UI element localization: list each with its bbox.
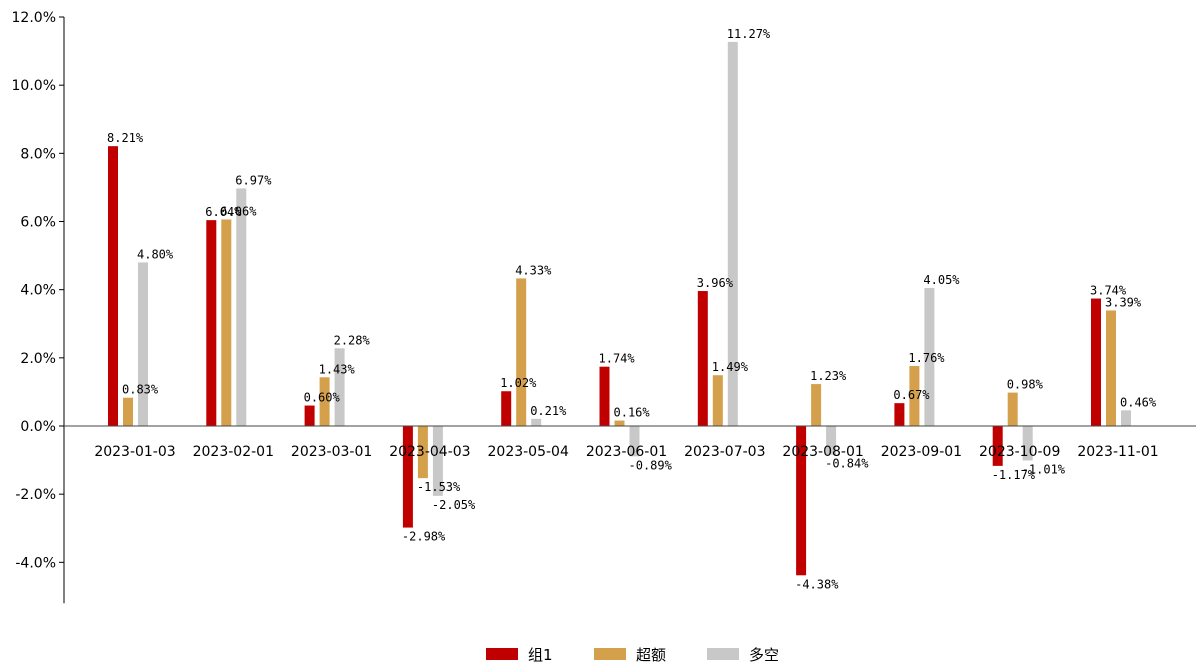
bar-1 — [304, 405, 315, 426]
bar-1 — [894, 403, 905, 426]
data-label: 0.46% — [1120, 395, 1157, 409]
data-label: 2.28% — [334, 333, 371, 347]
y-tick-label: 12.0% — [12, 10, 56, 26]
y-tick-label: 0.0% — [20, 419, 56, 435]
y-tick-label: -4.0% — [15, 555, 56, 571]
data-label: 1.49% — [712, 360, 749, 374]
x-tick-label: 2023-10-09 — [979, 444, 1060, 460]
bar-3 — [629, 426, 640, 457]
y-tick-label: 6.0% — [20, 215, 56, 231]
bar-2 — [123, 397, 133, 426]
y-tick-label: 10.0% — [12, 78, 56, 94]
x-tick-label: 2023-11-01 — [1077, 444, 1158, 460]
data-label: -1.17% — [992, 468, 1036, 482]
bar-2 — [712, 375, 723, 426]
bar-1 — [206, 220, 217, 426]
x-tick-label: 2023-07-03 — [684, 444, 765, 460]
bar-2 — [319, 377, 330, 426]
data-label: 6.04% — [205, 205, 242, 219]
data-label: 0.16% — [614, 406, 651, 420]
data-label: -1.53% — [417, 480, 461, 494]
bar-1 — [599, 366, 610, 426]
x-tick-label: 2023-01-03 — [94, 444, 175, 460]
x-tick-label: 2023-06-01 — [586, 444, 667, 460]
data-label: -0.84% — [825, 457, 869, 471]
data-label: 0.98% — [1007, 378, 1044, 392]
data-label: -4.38% — [795, 577, 839, 591]
x-tick-label: 2023-09-01 — [881, 444, 962, 460]
bar-1 — [501, 391, 512, 426]
x-tick-label: 2023-02-01 — [193, 444, 274, 460]
bar-3 — [236, 188, 247, 426]
data-label: 1.43% — [319, 362, 356, 376]
legend-label: 组1 — [528, 646, 553, 664]
data-label: 4.80% — [137, 247, 174, 261]
data-label: 1.02% — [500, 376, 537, 390]
data-label: 1.76% — [908, 351, 945, 365]
data-label: 11.27% — [727, 27, 771, 41]
bar-1 — [402, 426, 413, 528]
bar-2 — [811, 384, 822, 426]
x-tick-label: 2023-04-03 — [389, 444, 470, 460]
data-label: 4.05% — [923, 273, 960, 287]
y-tick-label: 4.0% — [20, 283, 56, 299]
data-label: 1.74% — [599, 352, 636, 366]
bar-3 — [531, 418, 542, 426]
data-label: 4.33% — [515, 263, 552, 277]
data-label: 8.21% — [107, 131, 144, 145]
data-label: -1.01% — [1022, 462, 1066, 476]
bar-2 — [1106, 310, 1116, 426]
bar-1 — [108, 146, 118, 426]
bar-2 — [221, 219, 232, 426]
bar-3 — [432, 426, 443, 496]
legend-swatch — [707, 648, 739, 660]
bar-3 — [826, 426, 837, 455]
data-label: 0.60% — [304, 391, 341, 405]
x-tick-label: 2023-08-01 — [782, 444, 863, 460]
x-tick-label: 2023-03-01 — [291, 444, 372, 460]
bar-3 — [334, 348, 345, 426]
data-label: -2.98% — [402, 530, 446, 544]
bar-1 — [992, 426, 1003, 466]
legend-label: 多空 — [749, 646, 779, 664]
data-label: 6.06% — [220, 204, 257, 218]
data-label: 1.23% — [810, 369, 847, 383]
y-tick-label: -2.0% — [15, 487, 56, 503]
bar-2 — [1007, 392, 1018, 426]
bar-2 — [614, 420, 625, 426]
bar-3 — [727, 41, 738, 427]
bar-2 — [909, 366, 920, 426]
data-label: 6.97% — [235, 173, 272, 187]
legend-swatch — [486, 648, 518, 660]
data-label: 0.83% — [122, 383, 159, 397]
y-tick-label: 8.0% — [20, 146, 56, 162]
bar-3 — [1121, 410, 1131, 426]
data-label: 3.39% — [1105, 295, 1142, 309]
bar-1 — [1091, 298, 1101, 426]
data-label: 3.74% — [1090, 284, 1127, 298]
bar-3 — [924, 287, 935, 426]
bar-3 — [1022, 426, 1033, 461]
bar-2 — [417, 426, 428, 479]
bar-1 — [796, 426, 807, 576]
y-tick-label: 2.0% — [20, 351, 56, 367]
bar-3 — [138, 262, 148, 426]
data-label: -2.05% — [432, 498, 476, 512]
data-label: 0.21% — [530, 404, 567, 418]
legend-label: 超额 — [636, 646, 666, 664]
data-label: -0.89% — [629, 458, 673, 472]
bar-1 — [697, 291, 708, 426]
data-label: 3.96% — [697, 276, 734, 290]
data-label: 0.67% — [893, 388, 930, 402]
legend-swatch — [594, 648, 626, 660]
bar-2 — [516, 278, 527, 426]
x-tick-label: 2023-05-04 — [488, 444, 569, 460]
